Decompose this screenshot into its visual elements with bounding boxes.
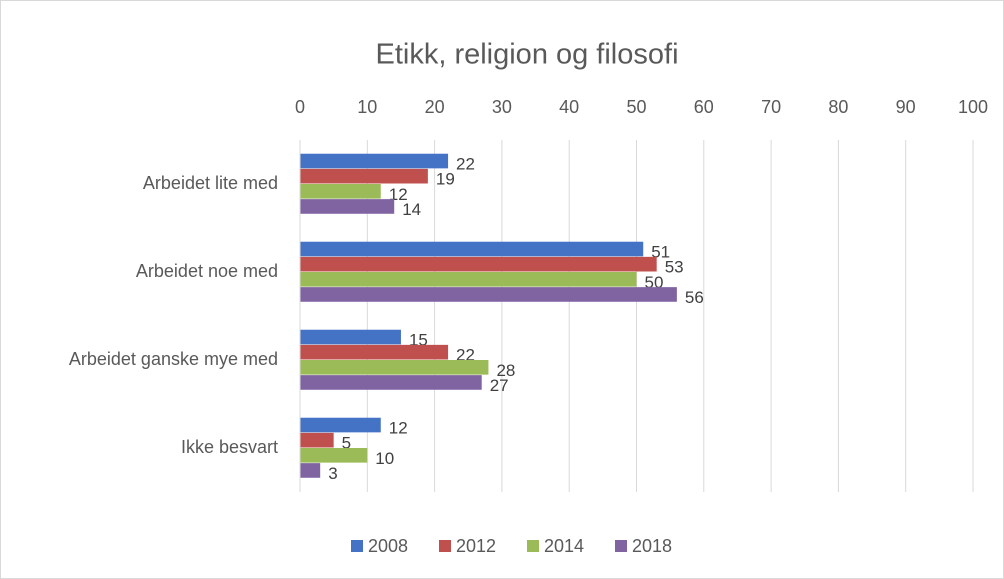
value-label: 50: [645, 273, 664, 292]
value-label: 12: [389, 419, 408, 438]
bar: [300, 287, 677, 302]
legend-swatch: [615, 540, 627, 552]
y-tick-label: Arbeidet noe med: [136, 261, 278, 281]
bar: [300, 256, 657, 272]
bar: [300, 432, 334, 448]
value-label: 56: [685, 288, 704, 307]
value-label: 51: [651, 243, 670, 262]
x-tick-label: 0: [295, 97, 305, 117]
value-label: 53: [665, 258, 684, 277]
value-label: 5: [342, 434, 351, 453]
value-label: 22: [456, 346, 475, 365]
bar: [300, 417, 381, 433]
x-tick-label: 10: [357, 97, 377, 117]
y-tick-label: Arbeidet ganske mye med: [69, 349, 278, 369]
bar: [300, 241, 644, 257]
x-tick-label: 100: [958, 97, 988, 117]
bar: [300, 199, 395, 214]
chart-title: Etikk, religion og filosofi: [375, 39, 678, 71]
x-tick-label: 70: [761, 97, 781, 117]
bar: [300, 344, 449, 360]
x-tick-label: 40: [559, 97, 579, 117]
value-label: 10: [375, 449, 394, 468]
y-tick-label: Arbeidet lite med: [143, 173, 278, 193]
value-label: 3: [328, 464, 337, 483]
value-label: 14: [402, 200, 421, 219]
bar: [300, 272, 637, 287]
value-label: 15: [409, 331, 428, 350]
bar: [300, 375, 482, 390]
bar: [300, 360, 489, 375]
y-tick-label: Ikke besvart: [181, 437, 278, 457]
x-tick-label: 60: [694, 97, 714, 117]
bar: [300, 184, 381, 199]
bar: [300, 168, 428, 184]
legend-label: 2012: [456, 536, 496, 556]
bar: [300, 448, 368, 463]
legend-label: 2014: [544, 536, 584, 556]
legend-swatch: [527, 540, 539, 552]
legend-swatch: [351, 540, 363, 552]
bar: [300, 463, 321, 478]
legend-label: 2008: [368, 536, 408, 556]
value-label: 27: [490, 376, 509, 395]
legend-swatch: [439, 540, 451, 552]
bar: [300, 329, 401, 345]
bar: [300, 153, 449, 169]
x-tick-label: 80: [828, 97, 848, 117]
value-label: 19: [436, 170, 455, 189]
value-label: 12: [389, 185, 408, 204]
x-tick-label: 50: [626, 97, 646, 117]
value-label: 28: [496, 361, 515, 380]
value-label: 22: [456, 155, 475, 174]
x-tick-label: 20: [425, 97, 445, 117]
x-tick-label: 90: [896, 97, 916, 117]
legend-label: 2018: [632, 536, 672, 556]
x-tick-label: 30: [492, 97, 512, 117]
